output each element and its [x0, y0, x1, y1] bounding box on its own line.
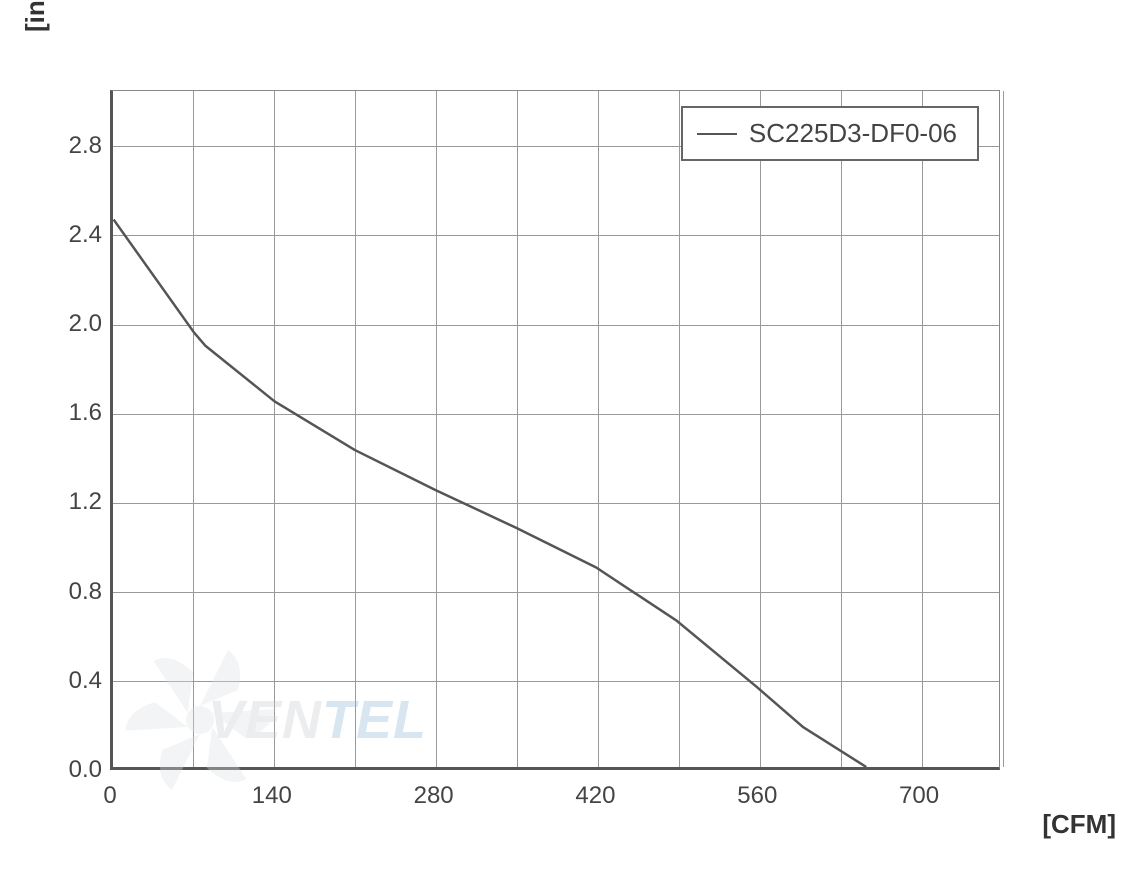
- x-axis-label: [CFM]: [1042, 809, 1116, 840]
- y-tick-label: 0.0: [60, 756, 102, 784]
- y-axis-label: [inH₂O]: [20, 0, 51, 32]
- y-tick-label: 1.2: [60, 488, 102, 516]
- y-tick-label: 0.8: [60, 578, 102, 606]
- x-tick-label: 140: [252, 782, 292, 810]
- x-tick-label: 700: [899, 782, 939, 810]
- y-tick-label: 2.4: [60, 221, 102, 249]
- x-tick-label: 560: [737, 782, 777, 810]
- grid-line-vertical: [1003, 91, 1004, 767]
- legend-swatch: [697, 133, 737, 135]
- y-tick-label: 1.6: [60, 399, 102, 427]
- y-tick-label: 2.8: [60, 132, 102, 160]
- legend-label: SC225D3-DF0-06: [749, 118, 957, 149]
- y-tick-label: 0.4: [60, 667, 102, 695]
- legend: SC225D3-DF0-06: [681, 106, 979, 161]
- x-tick-label: 0: [103, 782, 116, 810]
- fan-performance-chart: [inH₂O] SC225D3-DF0-06 [CFM] VENTEL 0140…: [0, 0, 1146, 895]
- plot-area: SC225D3-DF0-06: [110, 90, 1000, 770]
- x-tick-label: 280: [414, 782, 454, 810]
- y-tick-label: 2.0: [60, 310, 102, 338]
- series-line: [114, 220, 867, 767]
- x-tick-label: 420: [575, 782, 615, 810]
- data-curve: [113, 91, 999, 767]
